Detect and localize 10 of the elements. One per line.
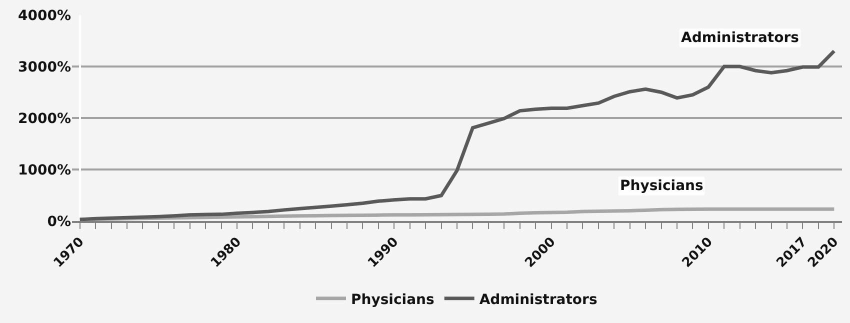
y-tick-label: 0% (47, 214, 71, 230)
annotation: Physicians (620, 178, 704, 194)
annotation: Administrators (681, 30, 799, 46)
y-tick-label: 1000% (18, 162, 71, 178)
y-tick-label: 2000% (18, 110, 71, 127)
y-tick-label: 4000% (18, 8, 71, 24)
y-tick-label: 3000% (18, 59, 71, 76)
line-series (78, 49, 836, 221)
legend-label: Administrators (479, 292, 598, 308)
legend-label: Physicians (351, 292, 434, 308)
